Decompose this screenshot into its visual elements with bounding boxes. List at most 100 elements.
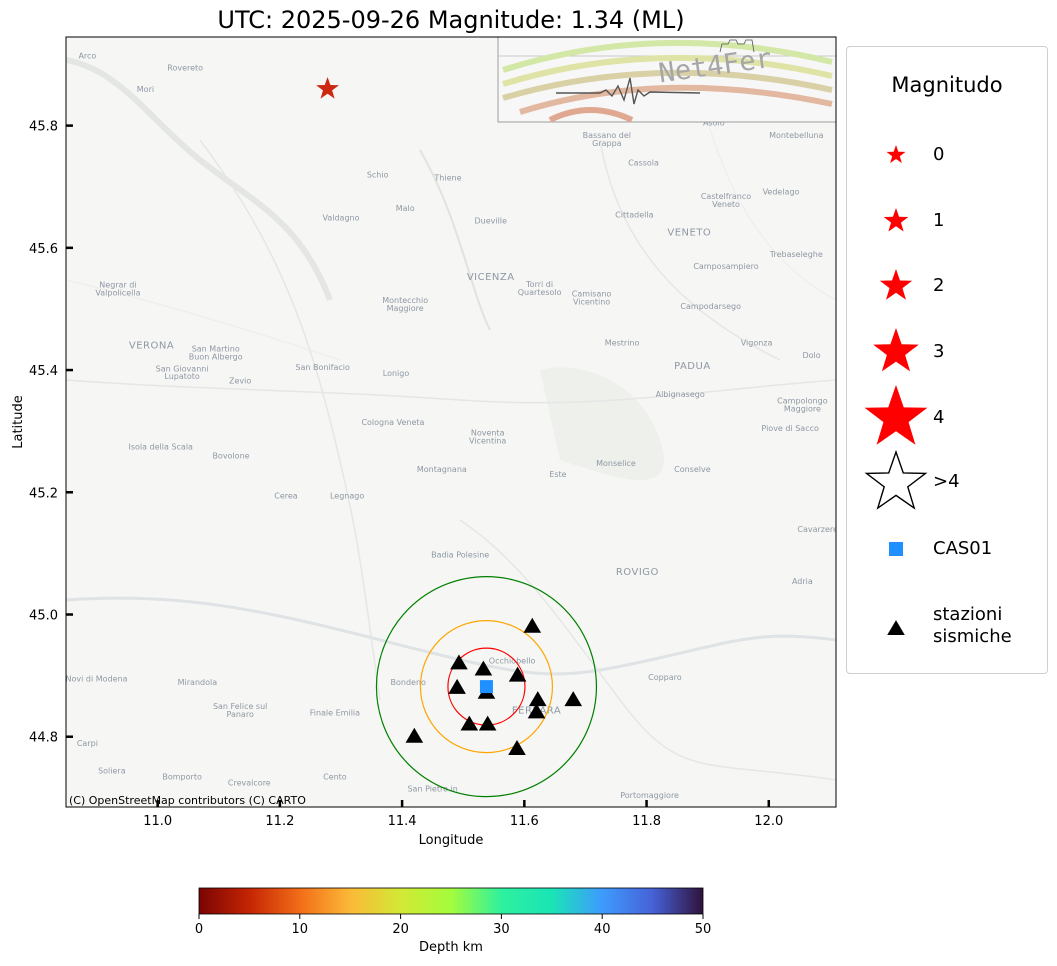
legend-star-4 <box>864 385 928 445</box>
plot-frame <box>65 36 837 808</box>
station-marker <box>460 715 479 731</box>
colorbar-ticks: 0 10 20 30 40 50 <box>195 914 711 937</box>
place-label: Bassano del <box>583 131 631 140</box>
place-label: Panaro <box>226 710 253 719</box>
legend-label-4: 4 <box>933 407 945 428</box>
place-label: Piove di Sacco <box>761 424 819 433</box>
place-label: Rovereto <box>167 64 203 73</box>
legend-star-3 <box>873 328 919 372</box>
event-star <box>316 76 339 99</box>
cas01-marker <box>479 680 493 694</box>
place-label: Legnago <box>330 491 364 500</box>
net4fer-logo: Net4Fer <box>497 37 836 123</box>
place-label: Quartesolo <box>518 288 562 297</box>
place-label: Bomporto <box>162 773 202 782</box>
station-marker <box>527 703 546 719</box>
place-label: Cavarzere <box>797 525 838 534</box>
place-label: PADUA <box>674 361 711 372</box>
chart-title: UTC: 2025-09-26 Magnitude: 1.34 (ML) <box>217 6 685 34</box>
place-label: Soliera <box>98 766 126 775</box>
place-label: Este <box>549 470 566 479</box>
place-label: Grappa <box>592 139 622 148</box>
place-label: Cassola <box>628 158 659 167</box>
place-label: Vedelago <box>763 188 800 197</box>
legend-star-outline <box>864 449 928 510</box>
place-label: San Pietro in <box>407 785 457 794</box>
place-label: Carpi <box>77 739 98 748</box>
colorbar-tick-label: 0 <box>195 922 203 937</box>
place-label: Montagnana <box>417 465 467 474</box>
colorbar-label: Depth km <box>419 940 483 955</box>
legend-label-2: 2 <box>933 275 945 296</box>
place-label: Maggiore <box>784 405 821 414</box>
y-axis-label: Latitude <box>11 395 26 449</box>
place-label: Torri di <box>525 280 553 289</box>
place-label: Mirandola <box>178 678 218 687</box>
x-tick-label: 11.6 <box>510 814 539 829</box>
place-label: Mori <box>137 85 154 94</box>
place-label: VERONA <box>129 341 174 352</box>
legend: Magnitudo 0 1 2 3 4 >4 CAS01 stazioni si… <box>846 46 1048 674</box>
place-label: Occhiobello <box>489 656 536 665</box>
place-labels: Arco Rovereto Mori Schio Thiene Malo Valdagno D… <box>66 51 838 800</box>
place-label: Valdagno <box>323 213 360 222</box>
station-marker <box>474 660 493 676</box>
place-label: Portomaggiore <box>620 791 679 800</box>
legend-star-0 <box>886 145 906 164</box>
place-label: San Giovanni <box>156 364 209 373</box>
x-axis-label: Longitude <box>419 833 484 848</box>
station-marker <box>450 654 468 670</box>
station-marker <box>508 740 526 755</box>
legend-label-gt4: >4 <box>933 471 960 492</box>
place-label: Camposampiero <box>693 262 758 271</box>
place-label: San Martino <box>192 345 240 354</box>
y-tick-label: 45.0 <box>29 609 58 624</box>
place-label: Mestrino <box>605 339 640 348</box>
place-label: Campodarsego <box>680 302 741 311</box>
depth-colorbar: 0 10 20 30 40 50 <box>195 887 711 937</box>
map-attribution: (C) OpenStreetMap contributors (C) CARTO <box>69 794 306 807</box>
place-label: Thiene <box>433 174 461 183</box>
place-label: Finale Emilia <box>310 708 360 717</box>
place-label: Vigonza <box>741 339 773 348</box>
legend-symbols <box>864 145 928 636</box>
station-marker <box>564 691 583 707</box>
colorbar-gradient <box>198 887 704 915</box>
distance-circle <box>375 576 598 798</box>
x-tick-label: 11.0 <box>143 814 172 829</box>
place-label: Copparo <box>648 673 682 682</box>
place-label: Conselve <box>674 465 711 474</box>
basemap-background <box>66 37 836 807</box>
place-label: Vicentino <box>573 298 610 307</box>
place-label: VICENZA <box>467 272 515 283</box>
place-label: ROVIGO <box>616 567 659 578</box>
y-tick-label: 45.2 <box>29 486 58 501</box>
cas01-station <box>479 680 493 694</box>
legend-star-1 <box>883 208 909 232</box>
x-tick-label: 11.2 <box>265 814 294 829</box>
place-label: Cologna Veneta <box>361 418 424 427</box>
place-label: Dueville <box>474 216 507 225</box>
station-marker <box>448 678 466 694</box>
colorbar-tick-label: 30 <box>493 922 510 937</box>
place-label: Badia Polesine <box>431 551 489 560</box>
y-tick-label: 45.6 <box>29 242 58 257</box>
place-label: Bovolone <box>212 452 249 461</box>
station-marker <box>508 666 527 682</box>
y-tick-label: 44.8 <box>29 731 58 746</box>
place-label: Montecchio <box>382 296 428 305</box>
y-tick-label: 45.8 <box>29 120 58 135</box>
y-axis: 44.8 45.0 45.2 45.4 45.6 45.8 <box>29 120 73 746</box>
map-area[interactable]: Arco Rovereto Mori Schio Thiene Malo Valdagno D… <box>66 37 838 807</box>
place-label: Asolo <box>703 119 725 128</box>
x-tick-label: 11.4 <box>388 814 417 829</box>
x-axis: 11.0 11.2 11.4 11.6 11.8 12.0 <box>143 800 783 829</box>
place-label: Crevalcore <box>228 779 271 788</box>
place-label: Camisano <box>572 290 612 299</box>
place-label: VENETO <box>667 228 711 239</box>
station-marker <box>405 727 424 743</box>
place-label: Castelfranco <box>701 192 751 201</box>
legend-label-cas01: CAS01 <box>933 538 993 559</box>
station-marker <box>528 691 547 707</box>
place-label: Arco <box>78 51 96 60</box>
